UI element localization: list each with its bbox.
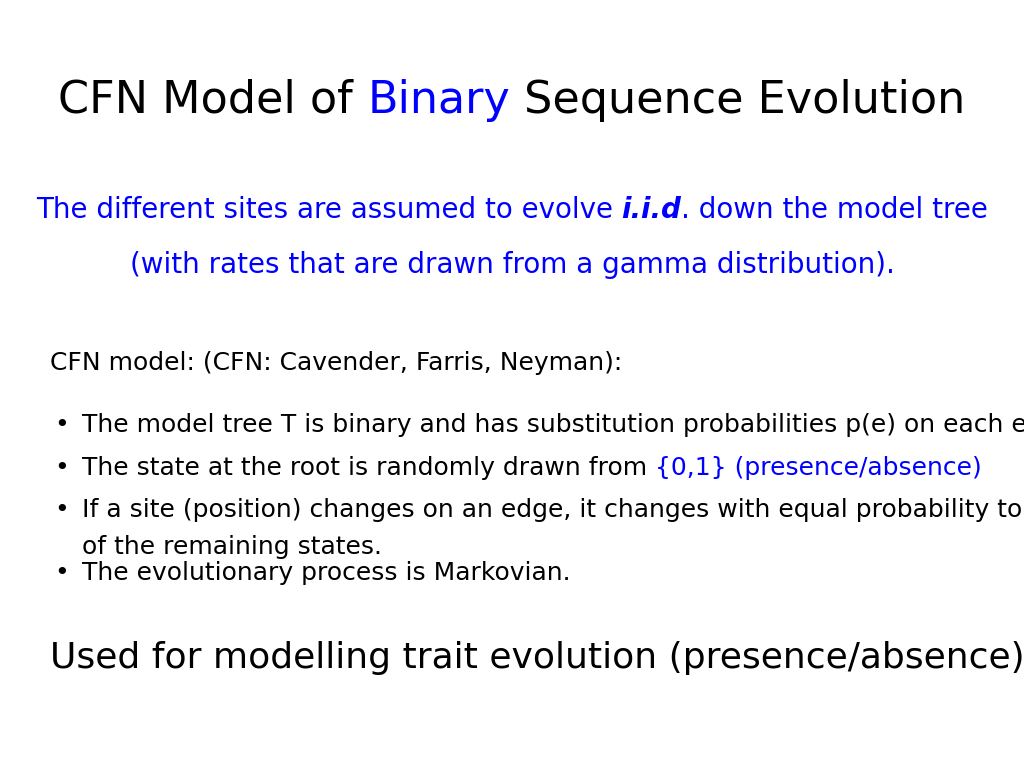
Text: •: • bbox=[54, 561, 70, 585]
Text: Binary: Binary bbox=[368, 78, 510, 121]
Text: Used for modelling trait evolution (presence/absence): Used for modelling trait evolution (pres… bbox=[50, 641, 1024, 675]
Text: The state at the root is randomly drawn from: The state at the root is randomly drawn … bbox=[82, 456, 655, 480]
Text: of the remaining states.: of the remaining states. bbox=[82, 535, 382, 559]
Text: •: • bbox=[54, 498, 70, 522]
Text: Sequence Evolution: Sequence Evolution bbox=[510, 78, 966, 121]
Text: If a site (position) changes on an edge, it changes with equal probability to ea: If a site (position) changes on an edge,… bbox=[82, 498, 1024, 522]
Text: The different sites are assumed to evolve: The different sites are assumed to evolv… bbox=[36, 196, 622, 224]
Text: CFN model: (CFN: Cavender, Farris, Neyman):: CFN model: (CFN: Cavender, Farris, Neyma… bbox=[50, 351, 623, 375]
Text: •: • bbox=[54, 456, 70, 480]
Text: i.i.d: i.i.d bbox=[622, 196, 681, 224]
Text: The evolutionary process is Markovian.: The evolutionary process is Markovian. bbox=[82, 561, 570, 585]
Text: . down the model tree: . down the model tree bbox=[681, 196, 988, 224]
Text: •: • bbox=[54, 413, 70, 437]
Text: {0,1} (presence/absence): {0,1} (presence/absence) bbox=[655, 456, 982, 480]
Text: The model tree T is binary and has substitution probabilities p(e) on each edge : The model tree T is binary and has subst… bbox=[82, 413, 1024, 437]
Text: (with rates that are drawn from a gamma distribution).: (with rates that are drawn from a gamma … bbox=[130, 251, 894, 279]
Text: CFN Model of: CFN Model of bbox=[58, 78, 368, 121]
